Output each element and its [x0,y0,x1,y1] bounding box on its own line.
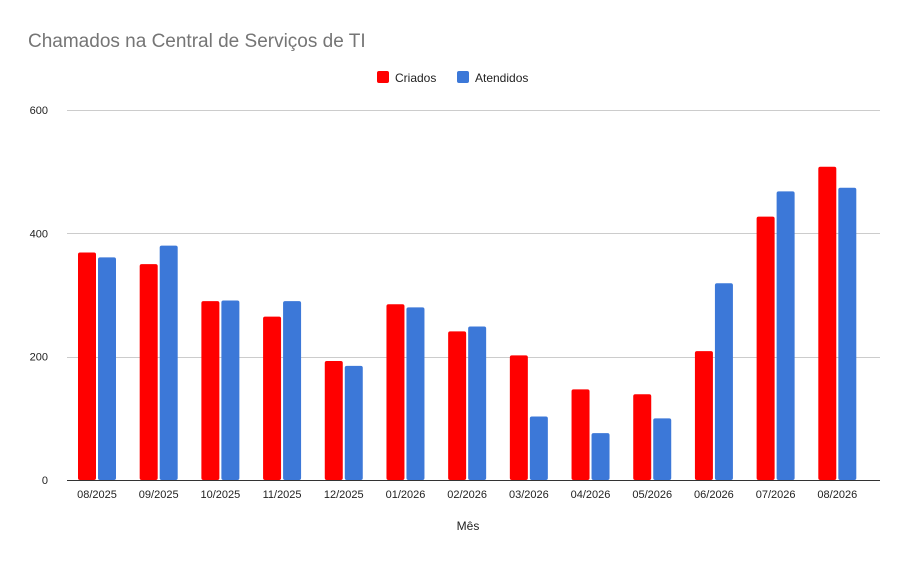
x-tick-label: 06/2026 [694,489,734,501]
x-tick-label: 04/2026 [571,489,611,501]
x-tick-label: 02/2026 [447,489,487,501]
bar-criados-08-2025 [78,252,96,480]
bar-atendidos-12-2025 [344,365,363,480]
legend: Criados Atendidos [377,71,528,85]
x-axis-title: Mês [457,519,480,533]
bar-criados-12-2025 [324,360,343,480]
bar-atendidos-08-2026 [838,187,857,480]
bars [78,166,857,480]
bar-criados-01-2026 [386,304,405,480]
bar-atendidos-11-2025 [283,301,302,480]
bar-criados-11-2025 [263,316,282,480]
x-tick-label: 01/2026 [386,489,426,501]
x-tick-label: 08/2025 [77,489,117,501]
bar-atendidos-05-2026 [653,418,672,480]
x-tick-label: 09/2025 [139,489,179,501]
x-tick-label: 12/2025 [324,489,364,501]
bar-criados-03-2026 [509,355,528,480]
y-tick-label: 400 [30,228,48,240]
bar-criados-10-2025 [201,301,220,480]
x-axis-ticks: 08/2025 09/2025 10/2025 11/2025 12/2025 01/20… [77,489,857,501]
x-tick-label: 05/2026 [632,489,672,501]
bar-atendidos-06-2026 [714,283,733,480]
x-tick-label: 10/2025 [201,489,241,501]
legend-swatch-criados [377,71,389,83]
bar-atendidos-10-2025 [221,300,240,480]
bar-atendidos-07-2026 [776,191,795,480]
bar-atendidos-09-2025 [159,245,178,480]
bar-criados-09-2025 [139,264,158,480]
chart-title: Chamados na Central de Serviços de TI [28,31,366,52]
y-tick-label: 600 [30,105,48,117]
bar-criados-05-2026 [633,394,652,480]
x-tick-label: 07/2026 [756,489,796,501]
x-tick-label: 11/2025 [263,489,302,501]
bar-atendidos-08-2025 [98,257,116,480]
y-tick-label: 200 [30,352,48,364]
legend-label-criados: Criados [395,71,436,85]
legend-label-atendidos: Atendidos [475,71,528,85]
bar-atendidos-02-2026 [468,326,487,480]
x-tick-label: 03/2026 [509,489,549,501]
y-tick-label: 0 [42,475,48,487]
bar-criados-07-2026 [756,216,775,480]
bar-criados-02-2026 [448,331,467,480]
bar-atendidos-01-2026 [406,307,425,480]
x-tick-label: 08/2026 [817,489,857,501]
bar-atendidos-03-2026 [529,416,548,480]
bar-criados-06-2026 [694,351,713,480]
bar-criados-08-2026 [818,166,837,480]
bar-criados-04-2026 [571,389,590,480]
bar-atendidos-04-2026 [591,433,610,480]
legend-swatch-atendidos [457,71,469,83]
y-axis-ticks: 0 200 400 600 [30,105,48,487]
